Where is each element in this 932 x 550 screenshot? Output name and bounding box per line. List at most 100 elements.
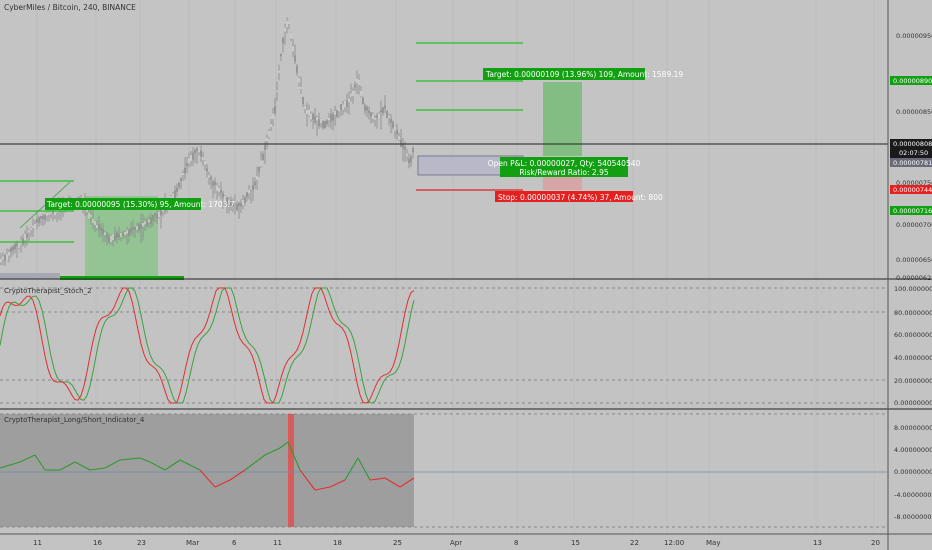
stop-label: Stop: 0.00000037 (4.74%) 37, Amount: 800 xyxy=(498,193,663,202)
candle-body xyxy=(278,69,280,74)
candle-body xyxy=(332,113,334,121)
stop-label-group[interactable]: Stop: 0.00000037 (4.74%) 37, Amount: 800 xyxy=(495,191,663,202)
ls-title: CryptoTherapist_Long/Short_Indicator_4 xyxy=(4,416,145,424)
target-label-bg xyxy=(483,68,645,80)
candle-body xyxy=(186,163,188,167)
target-label: Target: 0.00000109 (13.96%) 109, Amount:… xyxy=(485,70,683,79)
ls-line-segment xyxy=(279,441,289,449)
candle-body xyxy=(384,105,386,109)
candle-body xyxy=(320,118,322,124)
candle-body xyxy=(396,129,398,135)
candle-body xyxy=(126,229,128,234)
candle-body xyxy=(204,160,206,166)
candle-body xyxy=(4,254,6,261)
time-tick: 16 xyxy=(93,539,102,547)
ls-line-segment xyxy=(329,479,346,488)
candle-body xyxy=(134,227,136,230)
candle-body xyxy=(324,121,326,129)
candle-body xyxy=(96,224,98,229)
candle-body xyxy=(174,190,176,198)
ls-line-segment xyxy=(369,477,386,481)
candle-body xyxy=(128,230,130,236)
stop-label-bg xyxy=(495,191,633,202)
target-label-group[interactable]: Target: 0.00000109 (13.96%) 109, Amount:… xyxy=(483,68,683,80)
ls-line-segment xyxy=(139,457,151,463)
ls-line-segment xyxy=(344,457,359,481)
candle-body xyxy=(308,109,310,117)
candle-body xyxy=(214,181,216,185)
candle-body xyxy=(198,146,200,153)
entry-price-tag-text: 0.00000781 xyxy=(893,159,932,167)
candle-body xyxy=(124,231,126,236)
ls-axis[interactable]: 8.00000000 4.00000000 0.00000000 -4.0000… xyxy=(894,424,932,521)
candle-body xyxy=(222,193,224,198)
ls-line-segment xyxy=(399,477,415,488)
candle-body xyxy=(248,189,250,194)
candle-body xyxy=(290,32,292,39)
open-pnl-bg xyxy=(500,157,628,177)
time-tick: 22 xyxy=(630,539,639,547)
candle-body xyxy=(148,219,150,223)
symbol-title: CyberMiles / Bitcoin, 240, BINANCE xyxy=(4,3,136,12)
candle-body xyxy=(140,224,142,229)
position-profit-zone[interactable] xyxy=(543,82,582,156)
ls-line-segment xyxy=(0,461,21,469)
old-target-label-group[interactable]: Target: 0.00000095 (15.30%) 95, Amount: … xyxy=(45,198,235,210)
time-axis[interactable]: 11 16 23 Mar 6 11 18 25 Apr 8 15 22 12:0… xyxy=(33,539,880,547)
candle-body xyxy=(304,105,306,110)
candle-body xyxy=(136,225,138,231)
candle-body xyxy=(242,199,244,206)
time-tick: May xyxy=(706,539,720,547)
candle-body xyxy=(50,211,52,214)
candle-body xyxy=(400,139,402,148)
candle-body xyxy=(132,226,134,230)
candle-body xyxy=(256,175,258,181)
ls-line-segment xyxy=(299,469,316,491)
candle-body xyxy=(270,123,272,128)
candle-body xyxy=(368,110,370,114)
candle-body xyxy=(252,184,254,190)
time-tick: 11 xyxy=(273,539,282,547)
candle-body xyxy=(258,166,260,172)
candle-body xyxy=(378,113,380,120)
long-short-indicator-pane[interactable] xyxy=(0,413,888,528)
position-loss-zone[interactable] xyxy=(543,175,582,190)
candle-body xyxy=(10,247,12,253)
open-pnl-group[interactable]: Open P&L: 0.00000027, Qty: 540540540 Ris… xyxy=(488,157,641,177)
ls-line-segment xyxy=(104,459,121,469)
candle-body xyxy=(110,235,112,243)
ls-line-segment xyxy=(229,469,246,481)
candle-body xyxy=(8,251,10,257)
candle-body xyxy=(190,154,192,162)
candle-body xyxy=(386,111,388,119)
time-tick: Apr xyxy=(450,539,462,547)
candle-body xyxy=(338,106,340,112)
stoch-indicator-pane[interactable] xyxy=(0,287,888,404)
old-bottom-label-group[interactable] xyxy=(60,276,184,280)
candle-body xyxy=(240,202,242,207)
candle-body xyxy=(410,156,412,163)
candle-body xyxy=(288,20,290,25)
candle-body xyxy=(46,212,48,217)
candle-body xyxy=(122,233,124,237)
candle-body xyxy=(2,256,4,260)
candle-body xyxy=(352,90,354,97)
candle-body xyxy=(302,97,304,105)
candle-body xyxy=(112,233,114,241)
ls-line-segment xyxy=(59,461,76,471)
candle-body xyxy=(48,212,50,215)
candle-body xyxy=(106,232,108,238)
candle-body xyxy=(374,117,376,121)
stoch-k-line xyxy=(0,287,415,404)
countdown-text: 02:07:50 xyxy=(899,149,928,157)
price-axis[interactable]: 0.00000950 0.00000850 0.00000750 0.00000… xyxy=(890,32,932,282)
candle-body xyxy=(200,150,202,157)
stoch-axis[interactable]: 100.00000000 80.00000000 60.00000000 40.… xyxy=(894,285,932,407)
stop-price-tag xyxy=(890,185,932,194)
candle-body xyxy=(44,215,46,220)
candle-body xyxy=(244,197,246,203)
candle-body xyxy=(406,153,408,157)
time-tick: 6 xyxy=(232,539,237,547)
candle-body xyxy=(182,172,184,176)
